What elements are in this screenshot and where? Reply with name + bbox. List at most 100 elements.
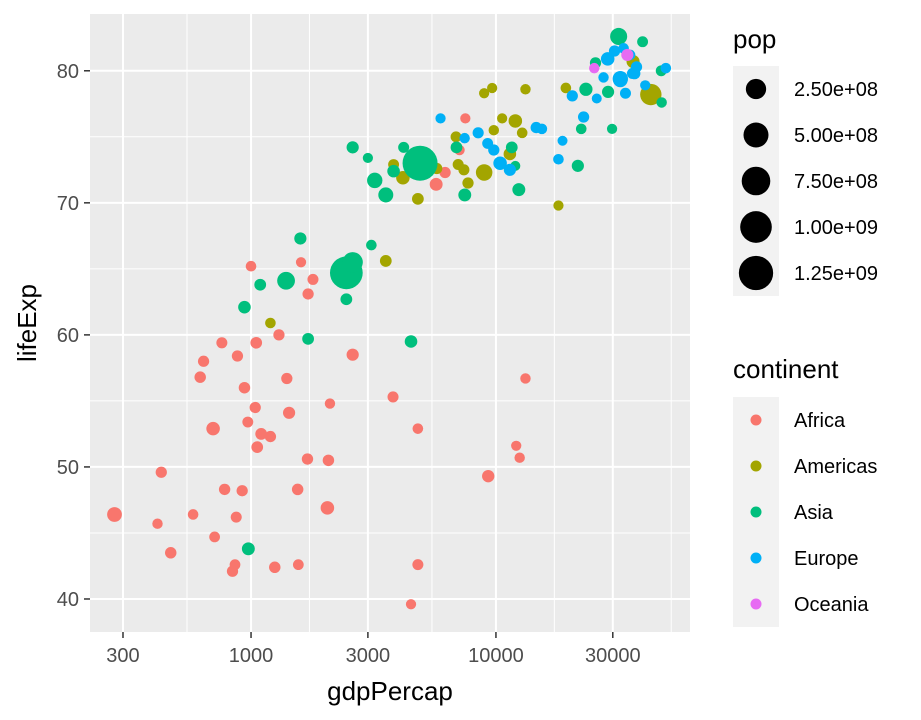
- x-tick-label: 3000: [346, 645, 391, 667]
- data-point: [589, 62, 600, 74]
- data-point: [255, 428, 268, 440]
- color-legend-label: Asia: [794, 502, 834, 524]
- color-legend-key: [750, 414, 762, 426]
- data-point: [367, 172, 383, 189]
- data-point: [606, 123, 618, 135]
- data-point: [251, 441, 264, 453]
- size-legend: 2.50e+08 5.00e+08 7.50e+08 1.00e+09 1.25e+09: [733, 66, 878, 296]
- data-point: [412, 559, 424, 571]
- data-point: [273, 329, 285, 341]
- data-point: [269, 561, 281, 574]
- data-point: [216, 337, 228, 349]
- major-grid: [90, 14, 690, 632]
- x-axis-ticks: 300 1000 3000 10000 30000: [106, 632, 641, 667]
- size-legend-label: 2.50e+08: [794, 79, 878, 101]
- data-point: [435, 113, 446, 124]
- color-legend-title: continent: [733, 354, 839, 384]
- data-point: [601, 85, 615, 99]
- data-point: [241, 542, 255, 556]
- data-point: [439, 166, 451, 179]
- data-point: [379, 255, 392, 267]
- data-point: [462, 177, 474, 189]
- data-point: [516, 127, 528, 139]
- data-point: [511, 440, 522, 451]
- data-point: [218, 483, 231, 496]
- data-point: [571, 159, 584, 172]
- data-point: [482, 470, 495, 483]
- x-axis-title: gdpPercap: [327, 676, 453, 706]
- data-point: [458, 188, 472, 202]
- data-point: [505, 141, 518, 154]
- data-point: [553, 153, 564, 165]
- data-point: [277, 271, 295, 290]
- data-point: [322, 454, 335, 467]
- data-point: [577, 111, 590, 123]
- data-point: [553, 200, 564, 211]
- data-point: [487, 82, 498, 94]
- data-point: [387, 391, 399, 403]
- data-point: [292, 559, 304, 571]
- data-point: [619, 87, 631, 99]
- data-point: [236, 485, 248, 497]
- data-point: [610, 27, 628, 45]
- data-point: [238, 381, 251, 394]
- data-point: [575, 123, 587, 135]
- data-point: [362, 152, 374, 164]
- data-point: [514, 452, 525, 463]
- color-legend-key: [750, 552, 762, 564]
- data-point: [402, 145, 438, 181]
- data-point: [206, 421, 220, 436]
- x-tick-label: 10000: [468, 645, 524, 667]
- data-point: [479, 88, 490, 99]
- data-point: [637, 36, 649, 48]
- data-point: [302, 288, 314, 300]
- data-point: [295, 257, 307, 268]
- data-point: [340, 293, 353, 306]
- size-legend-key: [741, 166, 771, 196]
- data-point: [187, 509, 199, 520]
- data-point: [488, 124, 500, 136]
- data-point: [520, 373, 531, 384]
- data-point: [282, 406, 296, 419]
- data-point: [387, 164, 400, 178]
- color-legend-label: Europe: [794, 548, 859, 570]
- size-legend-key: [738, 255, 774, 291]
- data-point: [307, 273, 319, 285]
- data-point: [621, 48, 634, 62]
- data-point: [254, 278, 267, 291]
- data-point: [459, 132, 470, 144]
- data-point: [194, 371, 206, 383]
- data-point: [404, 335, 418, 348]
- data-point: [512, 183, 526, 197]
- data-point: [291, 483, 304, 496]
- data-point: [324, 398, 336, 409]
- data-point: [379, 190, 392, 203]
- data-point: [598, 72, 609, 83]
- data-point: [265, 317, 276, 329]
- y-tick-label: 80: [57, 61, 79, 83]
- data-point: [231, 350, 244, 362]
- data-point: [608, 45, 621, 57]
- data-point: [242, 416, 254, 428]
- data-point: [460, 113, 471, 124]
- data-point: [398, 141, 410, 153]
- minor-grid: [90, 14, 690, 632]
- data-point: [411, 192, 424, 205]
- data-point: [656, 97, 667, 108]
- data-point: [238, 300, 251, 314]
- data-point: [249, 401, 261, 414]
- data-point: [209, 531, 220, 543]
- data-point: [155, 466, 167, 478]
- size-legend-title: pop: [733, 24, 776, 54]
- data-point: [346, 348, 359, 361]
- data-point: [152, 518, 163, 529]
- data-point: [250, 336, 263, 349]
- data-point: [488, 144, 500, 156]
- y-tick-label: 70: [57, 193, 79, 215]
- size-legend-label: 1.00e+09: [794, 217, 878, 239]
- y-axis-ticks: 40 50 60 70 80: [57, 61, 90, 611]
- data-point: [591, 93, 602, 104]
- data-point: [560, 82, 572, 94]
- data-point: [640, 80, 651, 91]
